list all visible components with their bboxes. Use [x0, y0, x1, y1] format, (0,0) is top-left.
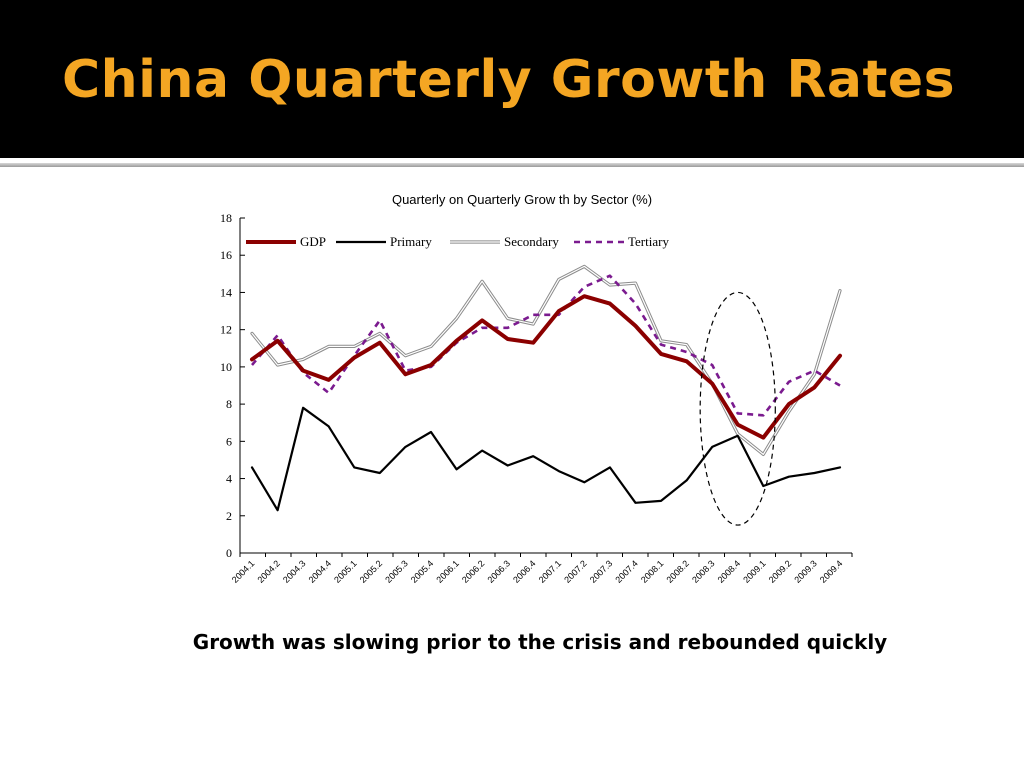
- x-tick-label: 2006.2: [460, 558, 487, 585]
- title-bar: China Quarterly Growth Rates: [0, 0, 1024, 158]
- series-line-secondary-inner: [251, 265, 841, 455]
- y-tick-label: 18: [220, 211, 232, 225]
- y-tick-label: 0: [226, 546, 232, 560]
- x-tick-label: 2004.1: [230, 558, 257, 585]
- legend-label-gdp: GDP: [300, 234, 326, 249]
- series-line-secondary: [250, 264, 842, 456]
- x-tick-label: 2006.1: [434, 558, 461, 585]
- x-tick-label: 2007.1: [537, 558, 564, 585]
- title-divider: [0, 163, 1024, 167]
- y-tick-label: 4: [226, 472, 232, 486]
- y-tick-label: 14: [220, 285, 232, 299]
- y-tick-label: 6: [226, 434, 232, 448]
- x-tick-label: 2008.3: [690, 558, 717, 585]
- y-tick-label: 8: [226, 397, 232, 411]
- y-tick-label: 12: [220, 323, 232, 337]
- y-tick-label: 16: [220, 248, 232, 262]
- x-tick-label: 2006.3: [486, 558, 513, 585]
- x-tick-label: 2005.1: [332, 558, 359, 585]
- slide-title: China Quarterly Growth Rates: [62, 50, 956, 110]
- y-tick-label: 10: [220, 360, 232, 374]
- series-line-gdp: [250, 294, 842, 440]
- x-tick-label: 2008.2: [664, 558, 691, 585]
- y-tick-label: 2: [226, 509, 232, 523]
- x-tick-label: 2004.4: [307, 558, 334, 585]
- x-tick-label: 2004.2: [255, 558, 282, 585]
- crisis-ellipse: [699, 291, 776, 526]
- x-tick-label: 2007.3: [588, 558, 615, 585]
- chart-series: [250, 264, 842, 512]
- legend-label-primary: Primary: [390, 234, 432, 249]
- x-tick-label: 2009.1: [741, 558, 768, 585]
- x-tick-label: 2005.2: [358, 558, 385, 585]
- series-line-primary: [250, 406, 842, 512]
- x-tick-label: 2009.2: [767, 558, 794, 585]
- x-tick-label: 2007.4: [613, 558, 640, 585]
- x-tick-label: 2008.1: [639, 558, 666, 585]
- x-tick-label: 2005.3: [383, 558, 410, 585]
- slide-caption: Growth was slowing prior to the crisis a…: [192, 630, 888, 654]
- x-tick-label: 2005.4: [409, 558, 436, 585]
- x-tick-label: 2009.3: [792, 558, 819, 585]
- legend-label-secondary: Secondary: [504, 234, 559, 249]
- x-tick-label: 2004.3: [281, 558, 308, 585]
- x-tick-label: 2007.2: [562, 558, 589, 585]
- chart-title: Quarterly on Quarterly Grow th by Sector…: [391, 192, 653, 207]
- chart-legend: GDP Primary Secondary Tertiary: [246, 234, 669, 249]
- legend-label-tertiary: Tertiary: [628, 234, 669, 249]
- crisis-annotation: [699, 291, 776, 526]
- x-tick-label: 2006.4: [511, 558, 538, 585]
- x-tick-label: 2009.4: [818, 558, 845, 585]
- x-tick-label: 2008.4: [716, 558, 743, 585]
